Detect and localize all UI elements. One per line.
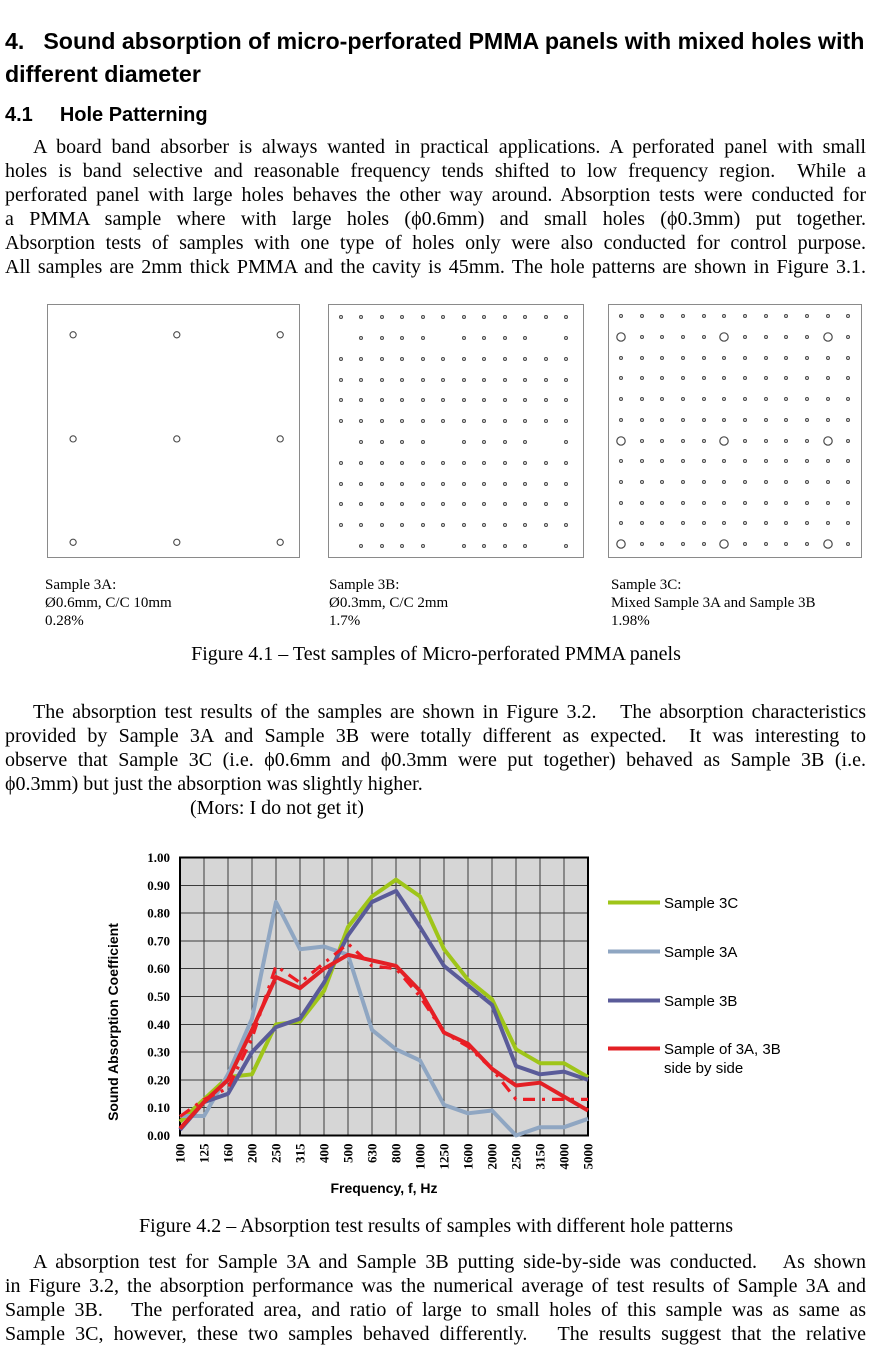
svg-text:side by side: side by side xyxy=(664,1060,743,1077)
svg-text:0.50: 0.50 xyxy=(147,989,170,1004)
svg-text:315: 315 xyxy=(293,1143,308,1163)
svg-text:Sound Absorption Coefficient: Sound Absorption Coefficient xyxy=(105,923,121,1121)
svg-text:250: 250 xyxy=(269,1144,284,1164)
svg-text:160: 160 xyxy=(221,1144,236,1164)
svg-text:0.60: 0.60 xyxy=(147,961,170,976)
svg-text:1250: 1250 xyxy=(437,1144,452,1170)
svg-text:3150: 3150 xyxy=(533,1144,548,1170)
svg-text:2500: 2500 xyxy=(509,1144,524,1170)
svg-text:0.10: 0.10 xyxy=(147,1100,170,1115)
svg-text:100: 100 xyxy=(173,1144,188,1164)
svg-text:Frequency, f, Hz: Frequency, f, Hz xyxy=(330,1180,437,1196)
svg-text:Sample 3A: Sample 3A xyxy=(664,944,737,961)
svg-text:125: 125 xyxy=(197,1143,212,1163)
svg-text:4000: 4000 xyxy=(557,1144,572,1170)
svg-text:400: 400 xyxy=(317,1144,332,1164)
svg-text:2000: 2000 xyxy=(485,1144,500,1170)
svg-text:500: 500 xyxy=(341,1144,356,1164)
svg-text:Sample of 3A, 3B: Sample of 3A, 3B xyxy=(664,1041,781,1058)
svg-text:0.90: 0.90 xyxy=(147,878,170,893)
svg-text:5000: 5000 xyxy=(581,1144,596,1170)
svg-text:0.80: 0.80 xyxy=(147,906,170,921)
svg-text:800: 800 xyxy=(389,1144,404,1164)
svg-text:0.20: 0.20 xyxy=(147,1072,170,1087)
svg-text:200: 200 xyxy=(245,1144,260,1164)
svg-text:0.30: 0.30 xyxy=(147,1045,170,1060)
svg-text:Sample 3C: Sample 3C xyxy=(664,895,738,912)
svg-text:0.00: 0.00 xyxy=(147,1128,170,1143)
svg-text:0.70: 0.70 xyxy=(147,933,170,948)
svg-text:630: 630 xyxy=(365,1144,380,1164)
svg-text:1.00: 1.00 xyxy=(147,850,170,865)
svg-text:Sample 3B: Sample 3B xyxy=(664,993,737,1010)
svg-text:1000: 1000 xyxy=(413,1144,428,1170)
svg-text:1600: 1600 xyxy=(461,1144,476,1170)
svg-text:0.40: 0.40 xyxy=(147,1017,170,1032)
